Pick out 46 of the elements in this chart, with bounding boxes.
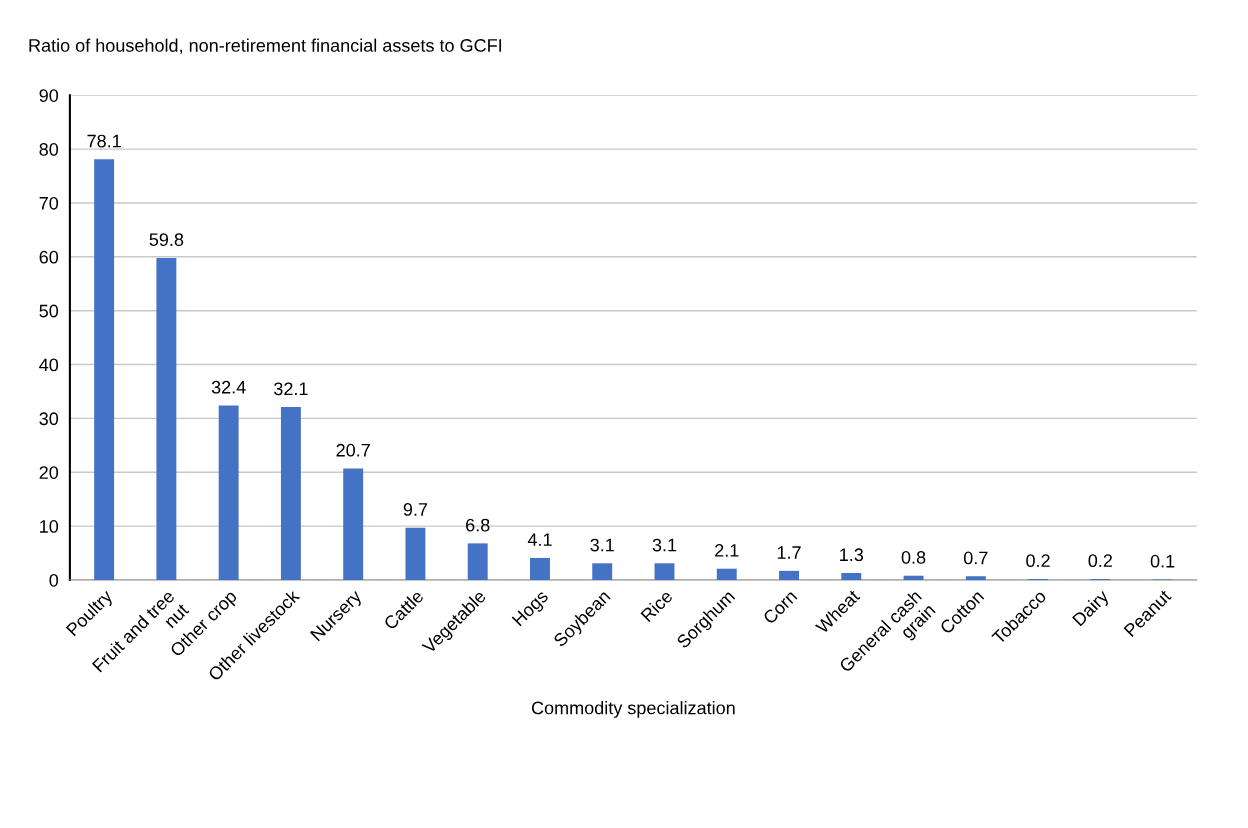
bar — [467, 543, 488, 581]
bar — [716, 568, 737, 581]
bar — [903, 575, 924, 581]
data-label: 1.7 — [777, 546, 801, 559]
bar — [965, 576, 986, 581]
data-label: 0.1 — [1150, 554, 1175, 568]
y-tick-label: 80 — [39, 143, 59, 156]
chart-title: Ratio of household, non-retirement financial assets to GCFI — [29, 38, 502, 54]
data-label: 4.1 — [527, 533, 552, 546]
bar — [156, 257, 177, 581]
y-tick-label: 50 — [39, 304, 59, 318]
y-tick-label: 30 — [39, 412, 59, 426]
data-label: 0.2 — [1026, 554, 1050, 568]
data-label: 0.2 — [1088, 554, 1112, 568]
y-tick-label: 0 — [49, 573, 59, 587]
bar — [530, 557, 550, 581]
bar — [94, 159, 115, 581]
bar — [343, 468, 364, 581]
data-label: 6.8 — [466, 518, 490, 532]
data-label: 78.1 — [87, 134, 121, 148]
data-label: 0.8 — [901, 551, 926, 564]
y-tick-label: 40 — [39, 358, 59, 372]
y-tick-label: 60 — [39, 250, 59, 264]
x-tick-label: Rice — [640, 588, 674, 623]
y-tick-label: 20 — [39, 466, 59, 479]
y-tick-label: 10 — [40, 520, 59, 533]
data-label: 2.1 — [715, 544, 739, 557]
bar — [779, 570, 799, 581]
data-label: 9.7 — [403, 503, 428, 516]
data-label: 32.4 — [211, 380, 246, 394]
bar — [218, 405, 239, 581]
data-label: 20.7 — [336, 443, 370, 457]
bar — [841, 573, 862, 581]
data-label: 3.1 — [652, 538, 677, 552]
data-label: 32.1 — [274, 382, 308, 396]
data-label: 0.7 — [963, 551, 988, 565]
bar — [654, 563, 675, 581]
data-label: 1.3 — [840, 548, 864, 562]
y-tick-label: 70 — [39, 196, 59, 210]
data-label: 3.1 — [590, 538, 614, 552]
data-label: 59.8 — [149, 233, 184, 246]
bar — [280, 407, 301, 581]
bar — [405, 527, 426, 581]
x-axis-title: Commodity specialization — [531, 701, 735, 718]
bar — [592, 563, 613, 581]
y-tick-label: 90 — [39, 89, 59, 102]
